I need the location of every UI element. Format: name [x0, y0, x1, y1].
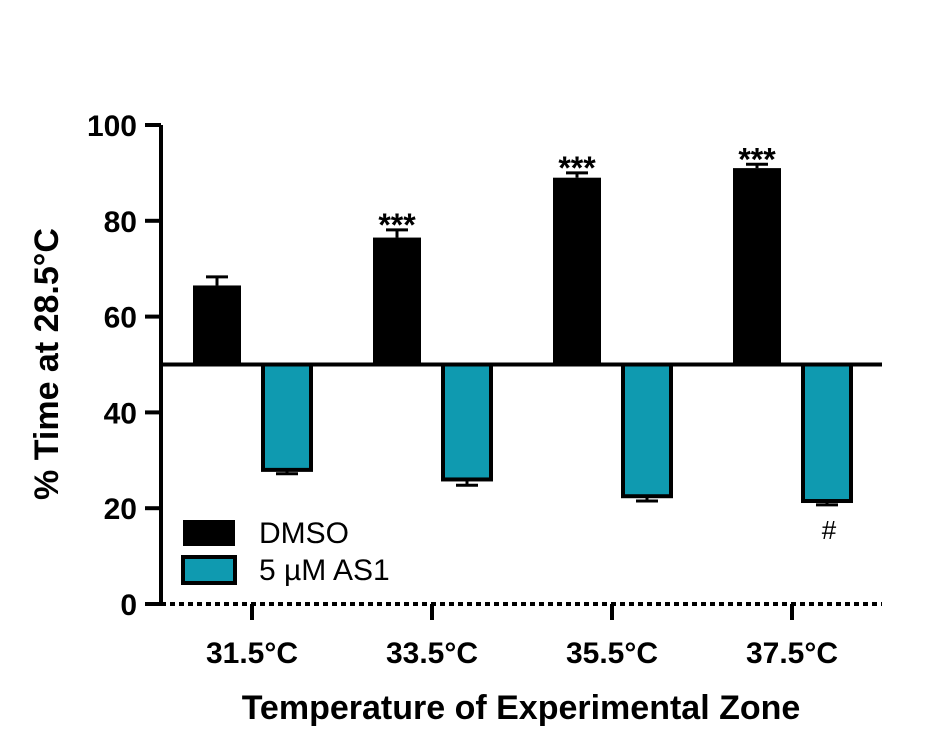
bar-as1-0 — [261, 362, 313, 472]
axes: 0 20 40 60 80 100 — [87, 110, 882, 622]
significance-annotation: *** — [378, 207, 416, 243]
labels: *** *** *** #31.5°C 33.5°C 35.5°C 37.5°C Temper… — [28, 141, 838, 727]
legend-swatch-dmso — [183, 520, 235, 546]
significance-annotation: *** — [738, 141, 776, 177]
y-tick-label: 40 — [104, 397, 137, 430]
bar-dmso-1 — [373, 237, 421, 365]
legend-label-dmso: DMSO — [259, 517, 349, 550]
x-tick-label: 33.5°C — [386, 637, 478, 670]
bar-as1-3 — [801, 362, 853, 504]
y-tick-label: 80 — [104, 206, 137, 239]
y-axis-title: % Time at 28.5°C — [28, 228, 66, 500]
y-tick-label: 20 — [104, 493, 137, 526]
x-axis-title: Temperature of Experimental Zone — [242, 689, 801, 727]
hash-annotation: # — [822, 515, 837, 545]
x-tick-label: 37.5°C — [746, 637, 838, 670]
significance-annotation: *** — [558, 150, 596, 186]
y-tick-label: 60 — [104, 302, 137, 335]
legend-label-as1: 5 µM AS1 — [259, 554, 390, 587]
y-tick-label: 100 — [87, 110, 137, 143]
x-tick-label: 31.5°C — [206, 637, 298, 670]
bar-dmso-0 — [193, 285, 241, 365]
bars — [193, 162, 853, 507]
bar-as1-1 — [441, 362, 493, 482]
legend: DMSO 5 µM AS1 — [181, 517, 390, 587]
legend-swatch-as1 — [181, 555, 237, 585]
x-tick-label: 35.5°C — [566, 637, 658, 670]
bar-dmso-2 — [553, 177, 601, 365]
bar-dmso-3 — [733, 168, 781, 365]
bar-as1-2 — [621, 362, 673, 499]
y-tick-label: 0 — [120, 589, 137, 622]
